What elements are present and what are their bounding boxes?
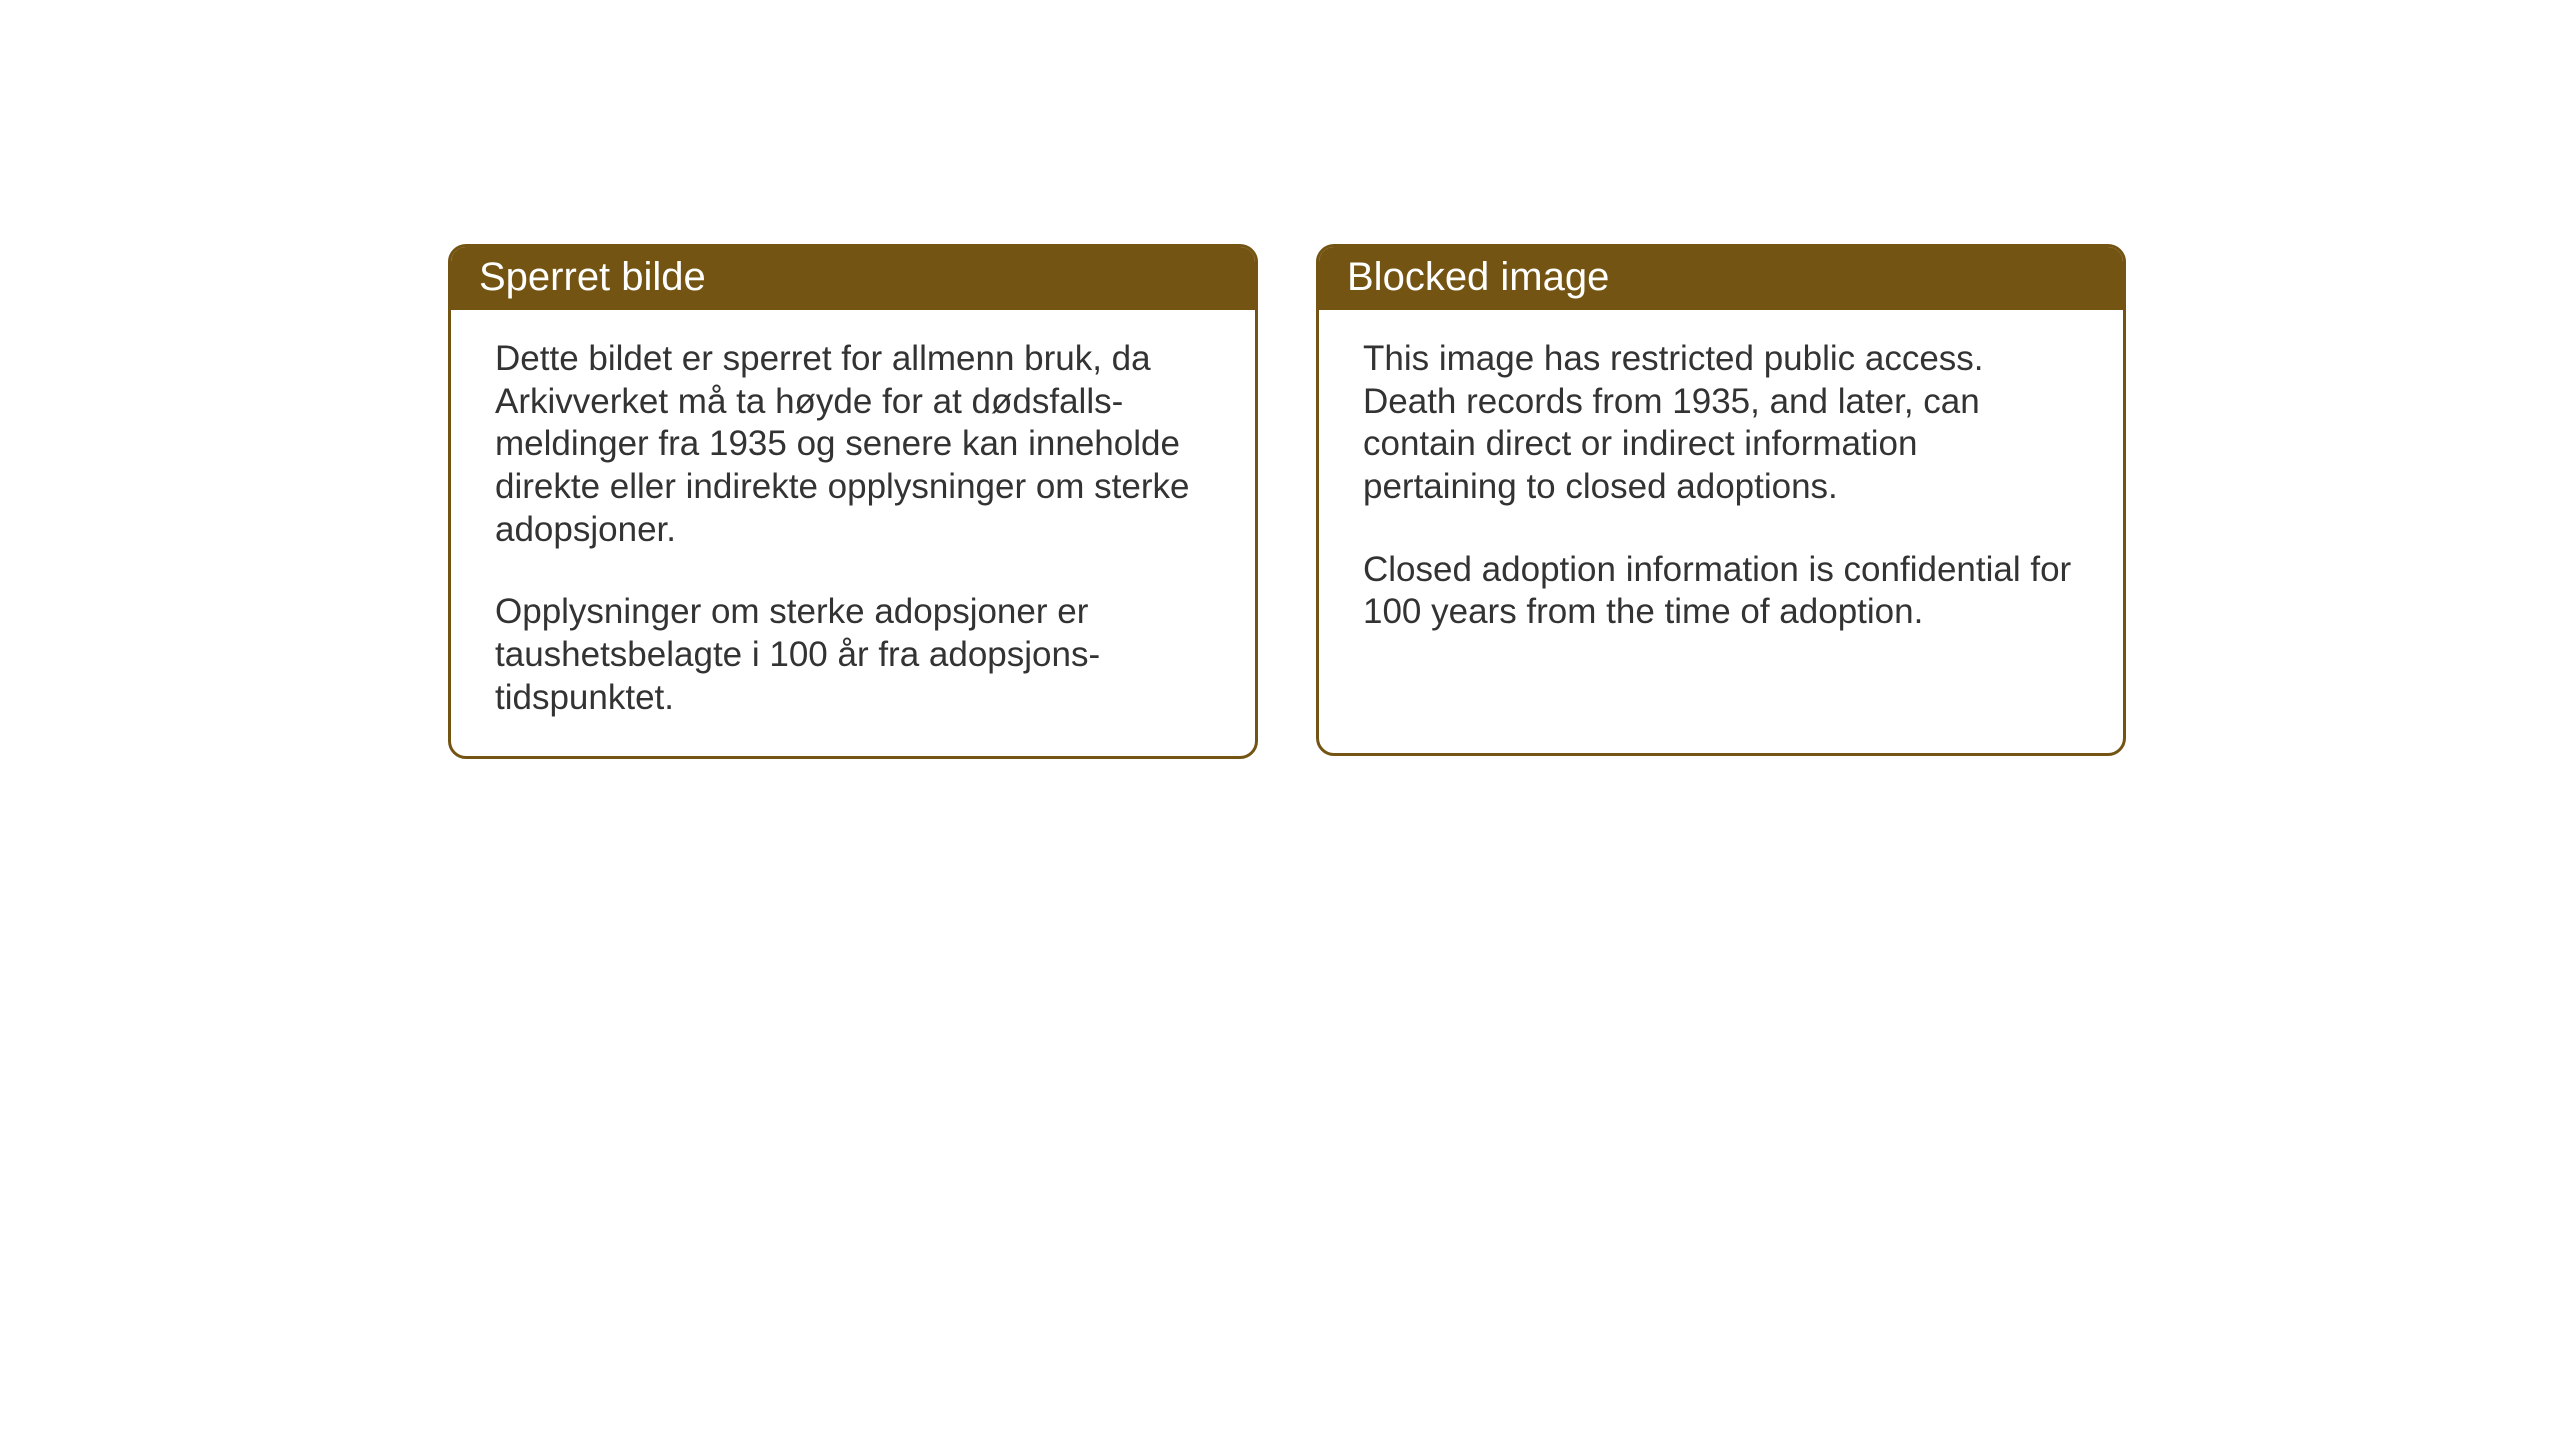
paragraph-1-norwegian: Dette bildet er sperret for allmenn bruk… — [495, 338, 1211, 551]
notice-card-norwegian: Sperret bilde Dette bildet er sperret fo… — [448, 244, 1258, 759]
notice-cards-container: Sperret bilde Dette bildet er sperret fo… — [448, 244, 2126, 759]
card-header-english: Blocked image — [1319, 247, 2123, 310]
card-body-english: This image has restricted public access.… — [1319, 310, 2123, 670]
paragraph-2-english: Closed adoption information is confident… — [1363, 549, 2079, 634]
notice-card-english: Blocked image This image has restricted … — [1316, 244, 2126, 756]
paragraph-2-norwegian: Opplysninger om sterke adopsjoner er tau… — [495, 591, 1211, 719]
card-body-norwegian: Dette bildet er sperret for allmenn bruk… — [451, 310, 1255, 756]
paragraph-1-english: This image has restricted public access.… — [1363, 338, 2079, 509]
card-header-norwegian: Sperret bilde — [451, 247, 1255, 310]
